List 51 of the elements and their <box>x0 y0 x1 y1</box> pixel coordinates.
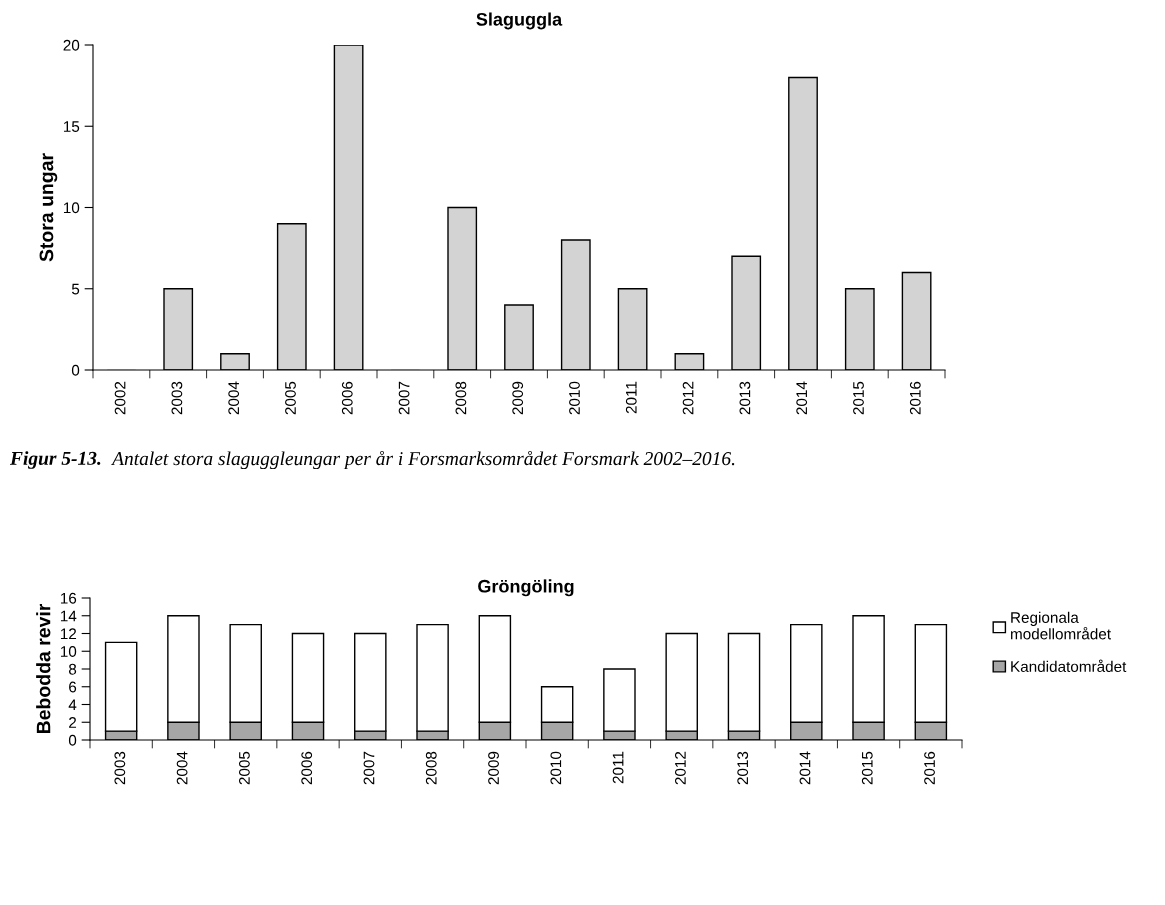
x-tick-label: 2009 <box>512 381 524 415</box>
legend-label: Kandidatområdet <box>1011 659 1127 672</box>
x-tick-label: 2013 <box>739 381 751 415</box>
y-axis-title: Bebodda revir <box>36 603 51 734</box>
x-tick-label: 2016 <box>909 381 921 415</box>
x-tick-label: 2010 <box>550 751 562 785</box>
x-tick-label: 2015 <box>853 381 864 415</box>
y-tick-label: 16 <box>60 592 77 604</box>
text: Antalet stora slaguggleungar per år i Forsmarksområdet Forsmark 2002–2016. <box>111 450 735 470</box>
x-tick-label: 2007 <box>363 751 375 785</box>
y-tick-label: 6 <box>69 681 77 693</box>
y-axis-title: Stora ungar <box>39 153 58 262</box>
y-tick-label: 0 <box>71 364 80 376</box>
x-tick-label: 2005 <box>239 751 250 785</box>
y-tick-label: 2 <box>69 717 77 728</box>
x-tick-label: 2005 <box>285 381 296 415</box>
y-tick-label: 12 <box>60 628 77 640</box>
x-tick-label: 2004 <box>228 381 240 415</box>
x-tick-label: 2003 <box>171 381 183 415</box>
x-tick-label: 2007 <box>398 381 410 415</box>
x-tick-label: 2011 <box>625 381 637 414</box>
chart-title: Gröngöling <box>478 579 574 597</box>
y-tick-label: 4 <box>68 699 77 711</box>
y-tick-label: 14 <box>60 610 77 622</box>
x-tick-label: 2004 <box>176 751 188 785</box>
y-tick-label: 5 <box>71 283 80 295</box>
x-tick-label: 2006 <box>301 751 313 785</box>
y-tick-label: 20 <box>63 39 80 51</box>
y-tick-label: 15 <box>63 121 80 132</box>
x-tick-label: 2003 <box>114 751 126 785</box>
y-tick-label: 10 <box>63 202 80 214</box>
x-tick-label: 2012 <box>682 381 694 415</box>
text: Figur 5-13. <box>9 451 101 469</box>
x-tick-label: 2014 <box>799 751 811 785</box>
x-tick-label: 2014 <box>796 381 808 415</box>
x-tick-label: 2008 <box>455 381 467 415</box>
x-tick-label: 2011 <box>612 751 624 784</box>
x-tick-label: 2015 <box>861 751 873 785</box>
y-tick-label: 0 <box>68 734 77 746</box>
y-tick-label: 10 <box>60 646 77 657</box>
chart-title: Slaguggla <box>476 12 563 30</box>
x-tick-label: 2016 <box>924 751 935 785</box>
y-tick-label: 8 <box>68 663 77 675</box>
x-tick-label: 2002 <box>114 381 126 415</box>
x-tick-label: 2008 <box>425 751 437 785</box>
x-tick-label: 2012 <box>675 751 686 785</box>
legend-label: Regionala modellområdet <box>1011 611 1111 640</box>
x-tick-label: 2010 <box>569 381 580 415</box>
x-tick-label: 2009 <box>488 751 499 785</box>
x-tick-label: 2013 <box>737 751 749 785</box>
x-tick-label: 2006 <box>341 381 353 415</box>
